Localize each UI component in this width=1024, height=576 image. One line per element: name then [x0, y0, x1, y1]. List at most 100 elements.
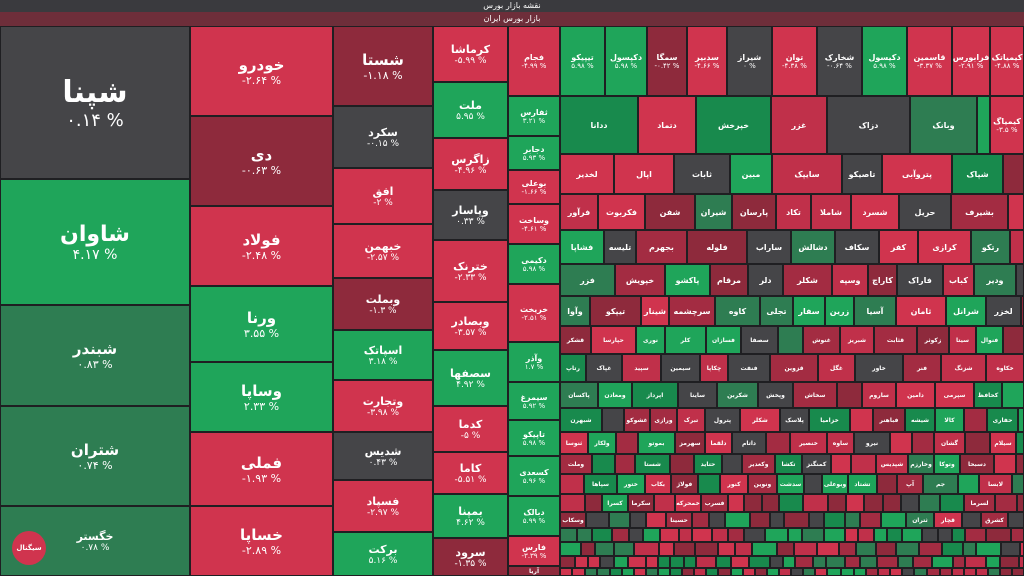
stock-tile[interactable]: شدیس ۰.۴۳ %	[333, 432, 433, 480]
stock-tile-small[interactable]: لخزر	[986, 296, 1021, 326]
stock-tile[interactable]: دکیسول ۵.۹۸ %	[862, 26, 907, 96]
stock-tile-small[interactable]	[762, 494, 779, 512]
stock-tile-small[interactable]	[728, 494, 744, 512]
stock-tile-small[interactable]: دامین	[896, 382, 935, 408]
stock-tile-small[interactable]	[976, 568, 988, 576]
stock-tile-small[interactable]	[860, 556, 877, 568]
stock-tile-small[interactable]	[609, 512, 630, 528]
stock-tile-small[interactable]	[878, 568, 890, 576]
stock-tile-small[interactable]	[876, 542, 896, 556]
stock-tile[interactable]: شبندر ۰.۸۳ %	[0, 305, 190, 406]
stock-tile-small[interactable]	[860, 512, 881, 528]
stock-tile-small[interactable]	[692, 512, 709, 528]
stock-tile-small[interactable]: وسکاب	[560, 512, 586, 528]
stock-tile-small[interactable]	[942, 542, 963, 556]
stock-tile-small[interactable]: نوری	[636, 326, 665, 354]
stock-tile-small[interactable]: سپید	[622, 354, 661, 382]
stock-tile-small[interactable]	[592, 454, 615, 474]
stock-tile-small[interactable]	[858, 528, 874, 542]
stock-tile-small[interactable]: سیلام	[990, 432, 1016, 454]
stock-tile-small[interactable]	[660, 528, 679, 542]
stock-tile-small[interactable]	[802, 528, 824, 542]
stock-tile[interactable]: افق -۲ %	[333, 168, 433, 224]
stock-tile-small[interactable]	[994, 454, 1016, 474]
stock-tile-small[interactable]: فسازان	[706, 326, 741, 354]
stock-tile[interactable]: بمپنا ۴.۶۲ %	[433, 494, 508, 538]
stock-tile[interactable]: کیمیاتک -۴.۸۸ %	[990, 26, 1024, 96]
stock-tile-small[interactable]	[883, 494, 901, 512]
stock-tile-small[interactable]: حتاید	[694, 454, 722, 474]
stock-tile-small[interactable]	[602, 408, 624, 432]
stock-tile[interactable]: خریخت -۲.۵۱ %	[508, 284, 560, 342]
stock-tile-small[interactable]: دزاک	[827, 96, 910, 154]
stock-tile-small[interactable]: کالا	[935, 408, 964, 432]
stock-tile-small[interactable]	[670, 568, 682, 576]
stock-tile[interactable]: وپاسار ۰.۳۳ %	[433, 190, 508, 240]
stock-tile-small[interactable]	[783, 556, 795, 568]
stock-tile-small[interactable]: فولاژ	[671, 474, 698, 494]
stock-tile-small[interactable]	[1016, 264, 1024, 296]
stock-tile-small[interactable]: سهرمز	[675, 432, 705, 454]
stock-tile-small[interactable]: ورازی	[650, 408, 677, 432]
stock-tile-small[interactable]: لخدیر	[560, 154, 614, 194]
stock-tile[interactable]: شپنا ۰.۱۴ %	[0, 26, 190, 179]
stock-tile-small[interactable]	[560, 568, 572, 576]
stock-tile-small[interactable]: غگل	[818, 354, 855, 382]
stock-tile-small[interactable]	[766, 432, 790, 454]
stock-tile[interactable]: فرابورس -۲.۹۱ %	[952, 26, 990, 96]
stock-tile-small[interactable]: فزر	[560, 264, 615, 296]
stock-tile-small[interactable]: شبهرن	[560, 408, 602, 432]
stock-tile[interactable]: وتجارت -۳.۹۸ %	[333, 380, 433, 432]
stock-tile[interactable]: ملت ۵.۹۵ %	[433, 82, 508, 138]
stock-tile-small[interactable]	[597, 568, 610, 576]
stock-tile-small[interactable]	[725, 512, 750, 528]
stock-tile-small[interactable]: خکاوه	[986, 354, 1024, 382]
stock-tile-small[interactable]: شیشه	[905, 408, 935, 432]
stock-tile-small[interactable]	[560, 556, 575, 568]
stock-tile-small[interactable]	[965, 432, 990, 454]
stock-tile-small[interactable]	[581, 542, 595, 556]
stock-tile-small[interactable]	[995, 494, 1017, 512]
stock-tile-small[interactable]	[986, 556, 1000, 568]
stock-tile-small[interactable]	[1010, 230, 1024, 264]
stock-tile-small[interactable]: ونوین	[748, 474, 777, 494]
stock-tile-small[interactable]	[646, 512, 666, 528]
stock-tile-small[interactable]	[803, 568, 815, 576]
stock-tile-small[interactable]: کفر	[879, 230, 918, 264]
stock-tile-small[interactable]	[682, 568, 694, 576]
stock-tile-small[interactable]: پاکسان	[560, 382, 598, 408]
stock-tile-small[interactable]	[881, 512, 906, 528]
stock-tile-small[interactable]: تجلی	[760, 296, 793, 326]
stock-tile-small[interactable]: ساوه	[827, 432, 854, 454]
stock-tile[interactable]: فولاد -۲.۴۸ %	[190, 206, 333, 286]
stock-tile[interactable]: خبهمن -۲.۵۷ %	[333, 224, 433, 278]
stock-tile[interactable]: فملی -۱.۹۳ %	[190, 432, 333, 506]
stock-tile-small[interactable]: پاکشو	[665, 264, 710, 296]
stock-tile-small[interactable]	[831, 454, 851, 474]
stock-tile[interactable]: اسپاتک ۳.۱۸ %	[333, 330, 433, 380]
stock-tile-small[interactable]: غشوکو	[624, 408, 650, 432]
stock-tile-small[interactable]: مرقام	[710, 264, 748, 296]
stock-tile-small[interactable]	[779, 568, 791, 576]
stock-tile-small[interactable]	[846, 494, 864, 512]
stock-tile[interactable]: فسپاد -۲.۹۷ %	[333, 480, 433, 532]
stock-tile-small[interactable]	[1003, 154, 1024, 194]
stock-tile-small[interactable]	[646, 568, 658, 576]
stock-tile-small[interactable]: کلر	[665, 326, 706, 354]
stock-tile-small[interactable]: فکربوت	[598, 194, 645, 230]
stock-tile[interactable]: توان -۴.۳۸ %	[772, 26, 817, 96]
stock-tile-small[interactable]	[659, 542, 674, 556]
stock-tile-small[interactable]	[706, 568, 718, 576]
stock-tile[interactable]: دجابر ۵.۹۳ %	[508, 136, 560, 170]
stock-tile-small[interactable]: دسبحا	[960, 454, 994, 474]
stock-tile-small[interactable]: زکوثر	[917, 326, 949, 354]
stock-tile-small[interactable]: ثابات	[674, 154, 730, 194]
stock-tile-small[interactable]	[890, 568, 902, 576]
stock-tile-small[interactable]: سکاف	[835, 230, 879, 264]
stock-tile-small[interactable]	[828, 494, 846, 512]
stock-tile-small[interactable]: تشتاد	[848, 474, 877, 494]
stock-tile-small[interactable]	[767, 568, 779, 576]
stock-tile-small[interactable]: ثتران	[906, 512, 934, 528]
stock-tile-small[interactable]: حپارسا	[591, 326, 636, 354]
stock-tile-small[interactable]	[560, 528, 577, 542]
